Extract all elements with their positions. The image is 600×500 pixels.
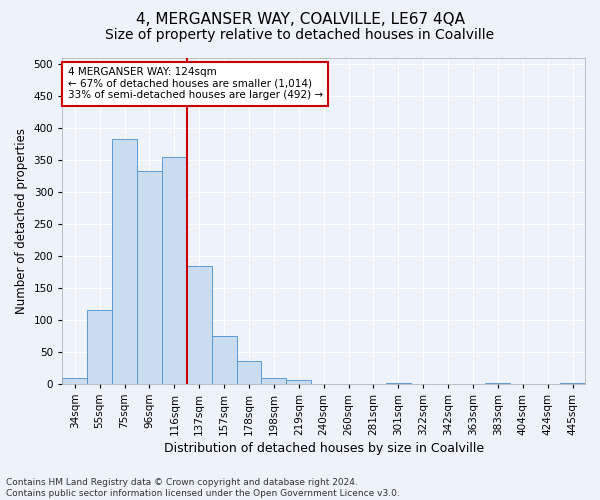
Bar (560, 382, 585, 384)
Text: Contains HM Land Registry data © Crown copyright and database right 2024.
Contai: Contains HM Land Registry data © Crown c… (6, 478, 400, 498)
Text: Size of property relative to detached houses in Coalville: Size of property relative to detached ho… (106, 28, 494, 42)
Bar (137, 171, 162, 384)
Bar (236, 361, 262, 384)
Bar (112, 139, 137, 384)
Text: 4 MERGANSER WAY: 124sqm
← 67% of detached houses are smaller (1,014)
33% of semi: 4 MERGANSER WAY: 124sqm ← 67% of detache… (68, 68, 323, 100)
Text: 4, MERGANSER WAY, COALVILLE, LE67 4QA: 4, MERGANSER WAY, COALVILLE, LE67 4QA (136, 12, 464, 28)
Bar (212, 336, 236, 384)
Bar (87, 310, 112, 384)
Bar (485, 382, 511, 384)
Bar (187, 266, 212, 384)
Bar (62, 378, 87, 384)
Bar (386, 382, 411, 384)
Y-axis label: Number of detached properties: Number of detached properties (15, 128, 28, 314)
Bar (262, 378, 286, 384)
X-axis label: Distribution of detached houses by size in Coalville: Distribution of detached houses by size … (164, 442, 484, 455)
Bar (162, 158, 187, 384)
Bar (286, 380, 311, 384)
